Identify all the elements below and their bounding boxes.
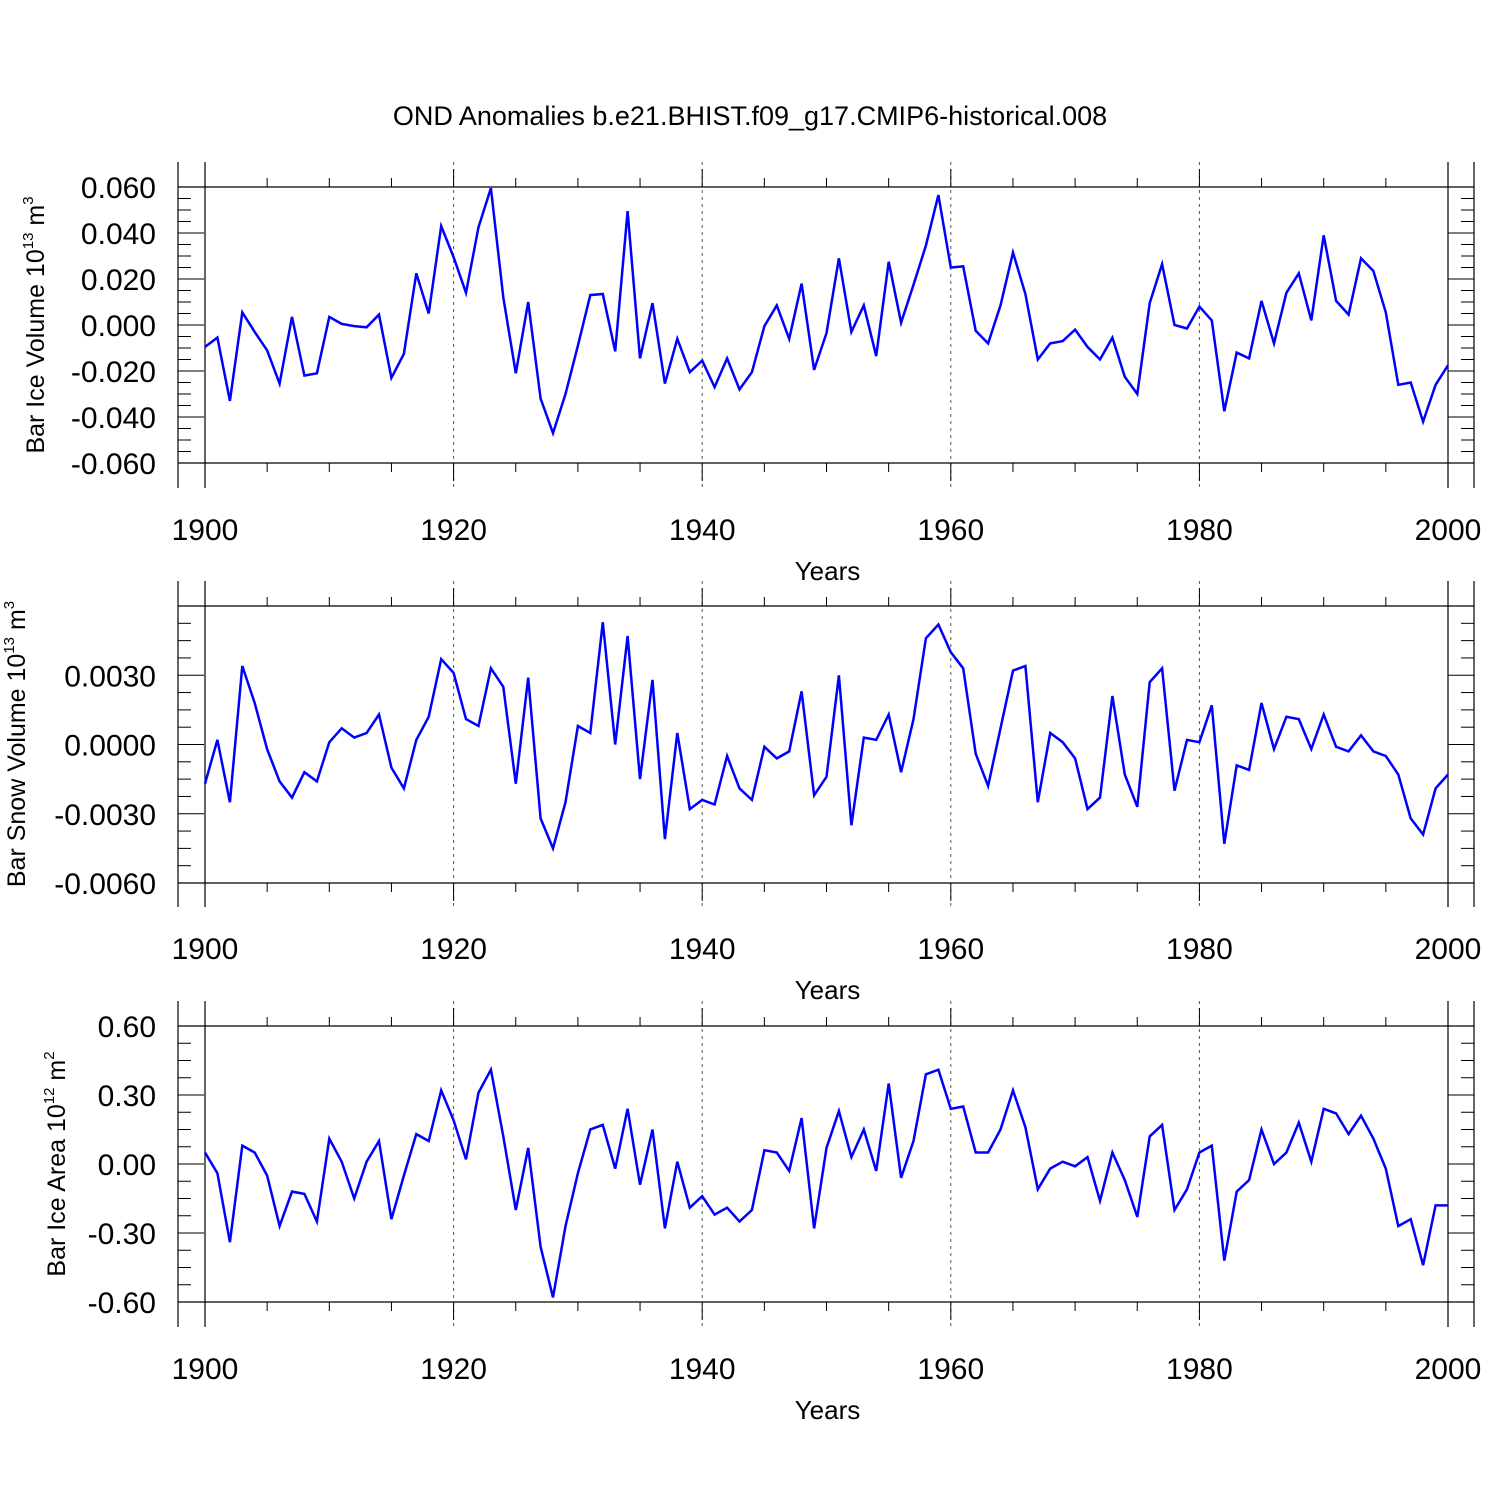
x-axis-label: Years (795, 975, 861, 1005)
x-tick-label: 1920 (420, 1353, 487, 1386)
x-tick-label: 1940 (669, 1353, 736, 1386)
y-tick-label: 0.00 (98, 1149, 156, 1182)
y-tick-label: 0.000 (81, 310, 156, 343)
y-tick-label: -0.0060 (54, 868, 156, 901)
y-tick-label: 0.060 (81, 172, 156, 205)
y-tick-label: -0.060 (71, 448, 156, 481)
x-tick-label: 1940 (669, 933, 736, 966)
panel-ice-volume: 0.060 0.040 0.020 0.000 -0.020 -0.040 -0.060 19… (20, 162, 1481, 586)
data-series-line (203, 622, 1449, 853)
y-tick-label: 0.040 (81, 218, 156, 251)
y-tick-label: 0.0030 (64, 660, 156, 693)
x-tick-label: 2000 (1415, 514, 1482, 547)
y-tick-label: 0.30 (98, 1080, 156, 1113)
x-tick-label: 2000 (1415, 1353, 1482, 1386)
y-tick-label: -0.30 (88, 1218, 156, 1251)
panel-snow-volume: 0.0030 0.0000 -0.0030 -0.0060 1900 1920 1940 19… (1, 581, 1481, 1005)
x-axis-label: Years (795, 1395, 861, 1425)
y-tick-label: 0.0000 (64, 730, 156, 763)
x-tick-label: 1920 (420, 514, 487, 547)
data-series-line (204, 187, 1450, 437)
y-tick-label: -0.040 (71, 402, 156, 435)
y-tick-label: 0.60 (98, 1011, 156, 1044)
y-axis-label: Bar Ice Volume 1013 m3 (20, 196, 50, 453)
x-tick-label: 1900 (172, 933, 239, 966)
x-tick-label: 1960 (917, 1353, 984, 1386)
x-tick-label: 1960 (917, 514, 984, 547)
y-tick-label: -0.0030 (54, 799, 156, 832)
y-axis-label: Bar Snow Volume 1013 m3 (1, 601, 31, 887)
x-tick-label: 1940 (669, 514, 736, 547)
y-axis-label: Bar Ice Area 1012 m2 (41, 1051, 71, 1276)
figure-title: OND Anomalies b.e21.BHIST.f09_g17.CMIP6-… (393, 101, 1107, 131)
x-tick-label: 1960 (917, 933, 984, 966)
x-tick-label: 1980 (1166, 1353, 1233, 1386)
x-tick-label: 1920 (420, 933, 487, 966)
x-tick-label: 2000 (1415, 933, 1482, 966)
x-tick-label: 1900 (172, 1353, 239, 1386)
x-axis-label: Years (795, 556, 861, 586)
y-tick-label: -0.60 (88, 1287, 156, 1320)
y-tick-label: -0.020 (71, 356, 156, 389)
x-tick-label: 1980 (1166, 933, 1233, 966)
y-tick-label: 0.020 (81, 264, 156, 297)
panel-ice-area: 0.60 0.30 0.00 -0.30 -0.60 1900 1920 1940 1960 19… (41, 1001, 1481, 1425)
x-tick-label: 1980 (1166, 514, 1233, 547)
data-series-line (203, 1065, 1448, 1298)
x-tick-label: 1900 (172, 514, 239, 547)
